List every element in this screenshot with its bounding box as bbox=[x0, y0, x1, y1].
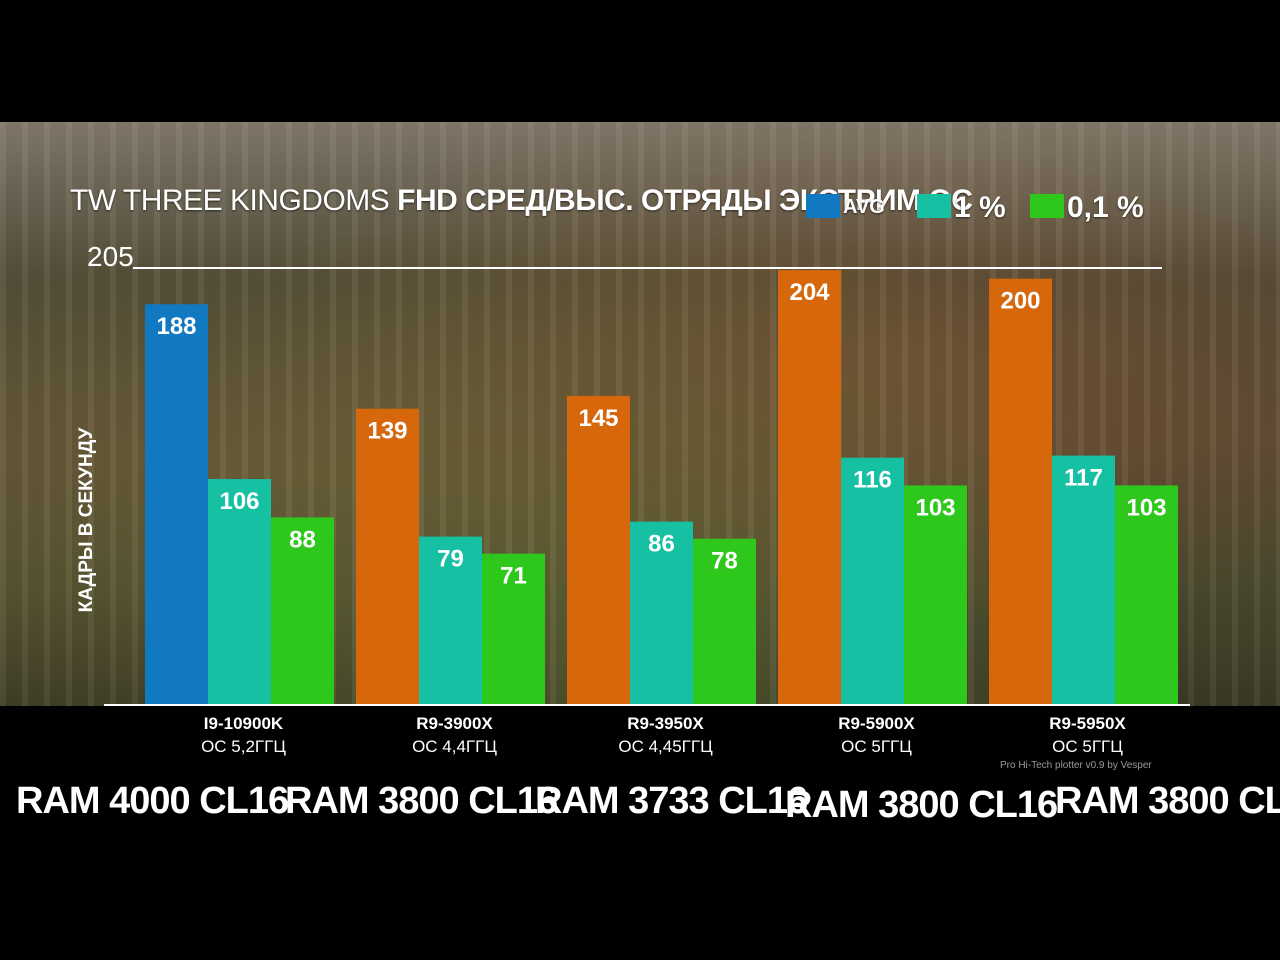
bar bbox=[482, 553, 545, 705]
bar-value-label: 103 bbox=[1126, 494, 1166, 521]
legend-swatch bbox=[917, 194, 951, 218]
bar bbox=[271, 517, 334, 705]
bar-value-label: 145 bbox=[578, 405, 618, 432]
bar-value-label: 116 bbox=[853, 467, 892, 494]
ram-label: RAM 3800 CL16 bbox=[285, 780, 558, 822]
legend-label: AVG bbox=[843, 196, 885, 218]
x-tick-oc: OC 5ГГЦ bbox=[1052, 737, 1123, 756]
legend-swatch bbox=[1030, 194, 1064, 218]
bar bbox=[841, 457, 904, 705]
bar-value-label: 106 bbox=[219, 488, 259, 515]
bar bbox=[356, 408, 419, 705]
bar-value-label: 204 bbox=[789, 279, 830, 306]
bar-value-label: 139 bbox=[367, 418, 407, 445]
bar bbox=[567, 395, 630, 705]
ram-label: RAM 4000 CL16 bbox=[16, 780, 289, 822]
bar bbox=[630, 521, 693, 705]
bar bbox=[904, 485, 967, 705]
x-tick-oc: OC 4,4ГГЦ bbox=[412, 737, 497, 756]
chart-title: TW THREE KINGDOMS FHD СРЕД/ВЫС. ОТРЯДЫ Э… bbox=[70, 184, 973, 224]
bar-value-label: 71 bbox=[500, 563, 527, 590]
x-tick-cpu: R9-3900X bbox=[416, 714, 493, 733]
bar-chart: 188 139 145 204 200 106 79 86 116 117 88 71 78 103 103… bbox=[76, 241, 1190, 706]
ram-label: RAM 3733 CL16 bbox=[535, 780, 808, 822]
bar-value-label: 88 bbox=[289, 526, 316, 553]
plotter-credit: Pro Hi-Tech plotter v0.9 by Vesper bbox=[1000, 760, 1152, 771]
x-tick-oc: OC 5,2ГГЦ bbox=[201, 737, 286, 756]
legend-label: 1 % bbox=[954, 191, 1006, 224]
title-settings: FHD СРЕД/ВЫС. ОТРЯДЫ ЭКСТРИМ ОС bbox=[397, 184, 973, 217]
legend-label: 0,1 % bbox=[1067, 191, 1144, 224]
x-tick-cpu: R9-3950X bbox=[627, 714, 704, 733]
x-tick-oc: OC 5ГГЦ bbox=[841, 737, 912, 756]
bar-value-label: 78 bbox=[711, 548, 738, 575]
bar-value-label: 86 bbox=[648, 531, 675, 558]
legend-swatch bbox=[806, 194, 840, 218]
x-tick-cpu: I9-10900K bbox=[203, 714, 284, 733]
bar bbox=[989, 278, 1052, 705]
x-tick-cpu: R9-5900X bbox=[838, 714, 915, 733]
chart-background: 188 139 145 204 200 106 79 86 116 117 88 71 78 103 103… bbox=[0, 122, 1280, 706]
bar-value-label: 188 bbox=[156, 313, 196, 340]
x-tick-cpu: R9-5950X bbox=[1049, 714, 1126, 733]
bar bbox=[419, 536, 482, 705]
bar bbox=[693, 538, 756, 705]
y-axis-label: КАДРЫ В СЕКУНДУ bbox=[76, 427, 97, 612]
bar bbox=[208, 479, 271, 705]
bar bbox=[1115, 485, 1178, 705]
bar-value-label: 200 bbox=[1000, 288, 1040, 315]
bar bbox=[1052, 455, 1115, 705]
y-max-label: 205 bbox=[87, 241, 134, 272]
bar-value-label: 103 bbox=[915, 494, 955, 521]
bar bbox=[145, 304, 208, 705]
x-tick-oc: OC 4,45ГГЦ bbox=[618, 737, 713, 756]
ram-label: RAM 3800 CL16 bbox=[1055, 780, 1280, 822]
ram-label: RAM 3800 CL16 bbox=[785, 784, 1058, 826]
title-game: TW THREE KINGDOMS bbox=[70, 184, 390, 217]
bar-value-label: 79 bbox=[437, 546, 464, 573]
bar bbox=[778, 270, 841, 705]
bar-value-label: 117 bbox=[1064, 465, 1103, 492]
